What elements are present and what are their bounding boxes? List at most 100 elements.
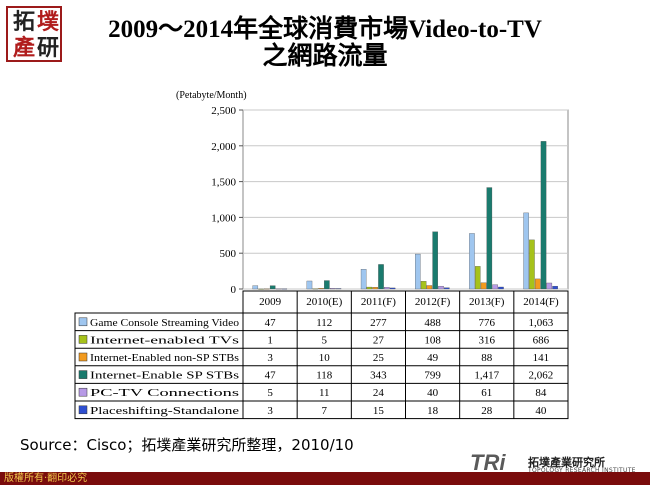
legend-label: Internet-enabled TVs	[90, 335, 239, 346]
x-category-label: 2010(E)	[306, 296, 342, 308]
footer-bar	[0, 472, 650, 485]
bar	[469, 233, 475, 290]
table-cell-value: 141	[533, 352, 550, 364]
legend-swatch	[78, 335, 88, 344]
tri-brand-logo: TRi 拓墣產業研究所 TOPOLOGY RESEARCH INSTITUTE	[470, 450, 645, 475]
bar	[432, 231, 438, 290]
legend-swatch	[78, 387, 88, 397]
copyright-text: 版權所有‧翻印必究	[4, 473, 88, 484]
legend-label: PC-TV Connections	[90, 388, 239, 399]
table-cell-value: 686	[533, 334, 550, 346]
bar	[312, 288, 318, 290]
table-cell-value: 27	[373, 334, 385, 346]
bar	[546, 282, 553, 290]
y-tick-label: 2,000	[211, 141, 236, 153]
bar	[444, 287, 450, 290]
bar	[389, 287, 396, 290]
legend-swatch	[78, 352, 88, 362]
bar	[438, 285, 444, 290]
table-cell-value: 15	[373, 405, 385, 417]
table-cell-value: 5	[322, 334, 328, 346]
table-cell-value: 28	[481, 405, 493, 417]
table-cell-value: 5	[267, 387, 273, 399]
legend-swatch	[78, 370, 88, 379]
y-axis-unit-label: (Petabyte/Month)	[176, 90, 247, 101]
table-cell-value: 118	[316, 370, 333, 382]
legend-label: Internet-Enabled non-SP STBs	[90, 353, 239, 364]
bar	[420, 281, 427, 290]
bar	[264, 288, 270, 290]
bar	[384, 287, 390, 290]
bar	[480, 282, 487, 290]
plot-area	[242, 109, 569, 290]
table-cell-value: 61	[481, 387, 492, 399]
logo-char: 產	[13, 35, 36, 61]
table-cell-value: 11	[319, 387, 330, 399]
table-cell-value: 1	[267, 334, 273, 346]
table-cell-value: 112	[316, 317, 332, 329]
bar	[324, 280, 330, 290]
table-cell-value: 7	[322, 405, 328, 417]
table-cell-value: 277	[370, 317, 387, 329]
x-category-label: 2014(F)	[523, 296, 559, 308]
logo-char: 研	[37, 35, 60, 61]
bar	[366, 286, 373, 290]
table-cell-value: 18	[427, 405, 439, 417]
table-cell-value: 25	[373, 352, 385, 364]
y-tick-label: 0	[231, 284, 237, 296]
bar	[329, 288, 336, 290]
table-cell-value: 47	[265, 370, 277, 382]
brand-logo: 拓 墣 產 研	[6, 6, 62, 62]
bar	[378, 264, 384, 290]
legend-label: Internet-Enable SP STBs	[90, 371, 239, 382]
bar	[269, 285, 276, 290]
bar	[552, 285, 558, 290]
bar	[281, 288, 288, 290]
y-tick-label: 500	[220, 248, 237, 260]
table-cell-value: 88	[481, 352, 493, 364]
bar	[360, 269, 367, 290]
table-cell-value: 1,063	[529, 317, 554, 329]
table-cell-value: 3	[267, 405, 273, 417]
bar	[275, 288, 282, 290]
bar	[474, 266, 481, 290]
table-cell-value: 108	[424, 334, 441, 346]
logo-char: 墣	[37, 9, 60, 35]
table-cell-value: 2,062	[529, 370, 554, 382]
table-cell-value: 799	[424, 370, 441, 382]
bar	[492, 284, 498, 290]
page-title: 2009～2014年全球消費市場Video-to-TV 之網路流量	[0, 16, 650, 70]
bar	[258, 288, 264, 290]
legend-swatch	[78, 317, 88, 327]
x-category-label: 2011(F)	[361, 296, 396, 308]
title-line-2: 之網路流量	[262, 43, 388, 70]
table-cell-value: 49	[427, 352, 439, 364]
table-cell-value: 40	[427, 387, 439, 399]
bar	[372, 287, 378, 290]
bar	[529, 239, 535, 290]
tri-subtitle: TOPOLOGY RESEARCH INSTITUTE	[528, 467, 636, 474]
table-cell-value: 343	[370, 370, 387, 382]
bar	[534, 278, 541, 290]
bar	[252, 285, 259, 290]
table-cell-value: 24	[373, 387, 385, 399]
legend-label: Game Console Streaming Video	[90, 318, 239, 329]
y-tick-label: 1,500	[211, 177, 236, 189]
bar	[426, 285, 433, 290]
bar	[540, 141, 547, 290]
source-note: Source：Cisco；拓墣產業研究所整理，2010/10	[20, 436, 354, 454]
table-cell-value: 84	[535, 387, 547, 399]
bar	[306, 280, 313, 290]
table-cell-value: 40	[535, 405, 547, 417]
logo-char: 拓	[13, 9, 36, 35]
bar	[415, 253, 421, 290]
table-cell-value: 10	[319, 352, 331, 364]
tri-name: 拓墣產業研究所	[528, 456, 605, 469]
legend-swatch	[78, 405, 88, 415]
tri-mark: TRi	[470, 450, 506, 475]
table-cell-value: 488	[424, 317, 441, 329]
x-category-label: 2012(F)	[415, 296, 451, 308]
x-category-label: 2013(F)	[469, 296, 505, 308]
title-line-1: 2009～2014年全球消費市場Video-to-TV	[108, 16, 542, 43]
